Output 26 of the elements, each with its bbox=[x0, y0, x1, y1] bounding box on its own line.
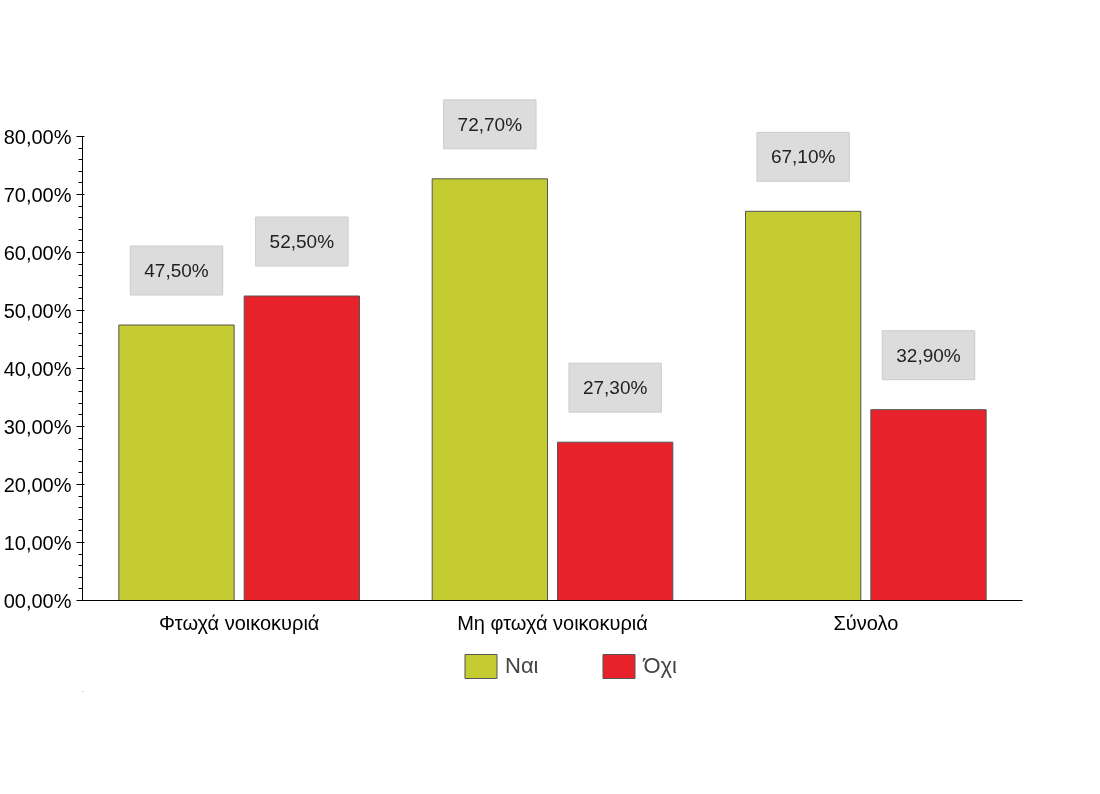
bar bbox=[557, 441, 674, 601]
y-tick-label: 00,00% bbox=[3, 589, 72, 612]
y-tick-label: 60,00% bbox=[3, 241, 72, 264]
data-label: 32,90% bbox=[896, 344, 961, 366]
bar bbox=[745, 210, 862, 601]
data-label: 72,70% bbox=[457, 113, 523, 135]
legend-label: Ναι bbox=[505, 653, 539, 679]
x-tick-label: Μη φτωχά νοικοκυριά bbox=[457, 611, 648, 634]
x-tick-label: Φτωχά νοικοκυριά bbox=[158, 611, 320, 634]
data-label: 52,50% bbox=[269, 231, 335, 252]
data-label: 27,30% bbox=[582, 377, 648, 399]
x-tick-label: Σύνολο bbox=[833, 611, 899, 634]
bar bbox=[431, 178, 548, 601]
y-tick-label: 50,00% bbox=[3, 299, 72, 322]
y-tick-label: 80,00% bbox=[3, 125, 72, 148]
legend-label: Όχι bbox=[643, 653, 677, 679]
bar bbox=[243, 295, 360, 601]
data-label: 47,50% bbox=[144, 260, 209, 281]
data-label: 67,10% bbox=[770, 146, 836, 168]
y-tick-label: 30,00% bbox=[3, 415, 72, 438]
y-tick-label: 10,00% bbox=[3, 531, 72, 554]
y-tick-label: 70,00% bbox=[3, 183, 72, 206]
bar bbox=[118, 324, 235, 601]
bar bbox=[870, 409, 987, 601]
y-tick-label: 40,00% bbox=[3, 357, 72, 380]
y-tick-label: 20,00% bbox=[3, 473, 72, 496]
